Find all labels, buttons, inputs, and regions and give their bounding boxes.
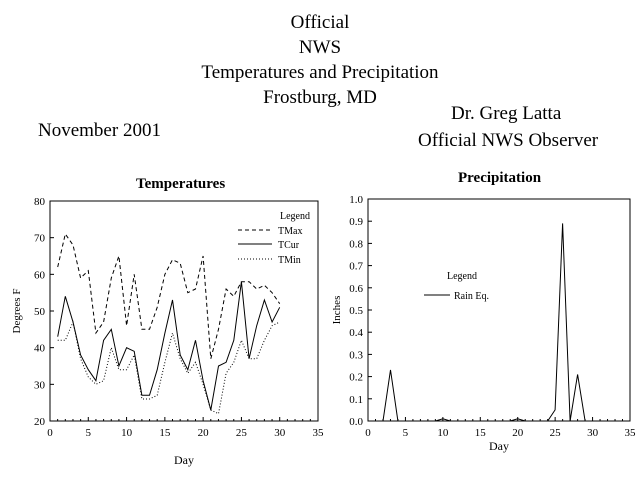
precip-x-tick-label: 25 [550,427,562,439]
precip-legend-label: Rain Eq. [454,291,489,302]
precip-x-axis-label: Day [489,439,509,453]
precip-y-tick-label: 0.8 [349,238,363,250]
precip-y-tick-label: 0.9 [349,216,363,228]
temp-y-tick-label: 40 [34,343,46,355]
precip-x-tick-label: 5 [403,427,409,439]
temp-y-tick-label: 20 [34,416,46,428]
observer-title: Official NWS Observer [418,130,599,151]
precip-plot-frame [367,198,631,422]
temp-y-tick-label: 80 [34,196,46,208]
title-line-3: Temperatures and Precipitation [201,62,439,83]
temp-x-axis-label: Day [174,453,194,467]
temperatures-chart-title: Temperatures [136,176,226,192]
precipitation-chart-title: Precipitation [458,170,542,186]
title-line-1: Official [290,12,350,33]
temp-legend-title: Legend [280,211,310,222]
temp-x-tick-label: 30 [274,427,286,439]
precip-y-tick-label: 0.5 [349,305,363,317]
precip-y-tick-label: 0.4 [349,327,363,339]
observer-name: Dr. Greg Latta [451,103,562,124]
temp-legend-label: TCur [278,240,300,251]
temp-x-tick-label: 15 [159,427,171,439]
precip-legend-title: Legend [447,271,477,282]
precip-x-tick-label: 15 [475,427,487,439]
precip-y-tick-label: 1.0 [349,194,363,206]
temp-x-tick-label: 20 [198,427,210,439]
temp-y-tick-label: 50 [34,306,46,318]
precip-x-tick-label: 35 [625,427,637,439]
temp-y-tick-label: 30 [34,379,46,391]
precip-x-tick-label: 10 [437,427,449,439]
precip-series-rain-eq--line [375,223,593,422]
temp-legend-label: TMin [278,255,301,266]
temp-x-tick-label: 25 [236,427,248,439]
temp-series-tcur-line [57,281,281,411]
temp-y-tick-label: 70 [34,233,46,245]
title-line-2: NWS [298,37,342,58]
temp-series-tmax-line [57,232,281,359]
precip-x-tick-label: 0 [365,427,371,439]
precip-y-tick-label: 0.6 [349,283,363,295]
temp-x-tick-label: 10 [121,427,133,439]
precip-y-tick-label: 0.3 [349,349,363,361]
temp-x-tick-label: 35 [313,427,325,439]
precip-y-tick-label: 0.7 [349,261,363,273]
precip-y-tick-label: 0.2 [349,372,363,384]
temp-legend-label: TMax [278,226,302,237]
precip-y-axis-label: Inches [331,296,343,325]
title-line-4: Frostburg, MD [263,87,377,108]
precip-x-tick-label: 20 [512,427,524,439]
temp-x-tick-label: 0 [47,427,53,439]
precip-y-tick-label: 0.0 [349,416,363,428]
temp-series-tmin-line [57,320,280,415]
precip-y-tick-label: 0.1 [349,394,363,406]
temp-x-tick-label: 5 [86,427,92,439]
month-label: November 2001 [38,120,161,141]
temp-y-axis-label: Degrees F [11,289,23,334]
temp-y-tick-label: 60 [34,269,46,281]
precip-x-tick-label: 30 [587,427,599,439]
